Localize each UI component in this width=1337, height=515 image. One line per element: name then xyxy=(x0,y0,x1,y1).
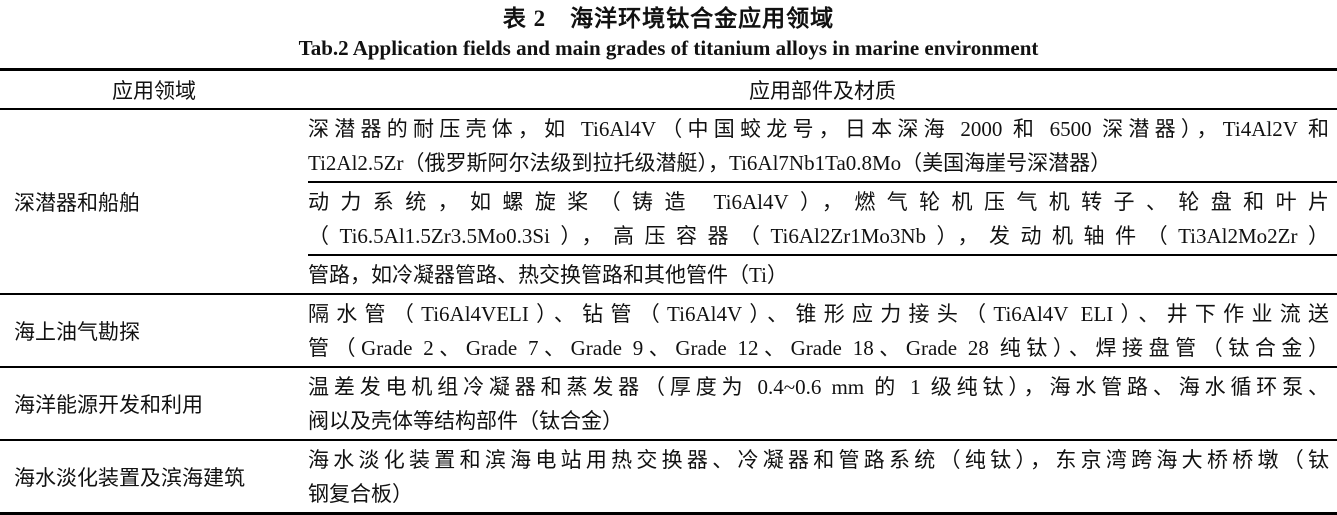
content-cell: 温差发电机组冷凝器和蒸发器（厚度为 0.4~0.6 mm 的 1 级纯钛），海水… xyxy=(308,368,1337,439)
content-segment: 隔水管（Ti6Al4VELI）、钻管（Ti6Al4V）、锥形应力接头（Ti6Al… xyxy=(308,295,1337,366)
content-cell: 海水淡化装置和滨海电站用热交换器、冷凝器和管路系统（纯钛），东京湾跨海大桥桥墩（… xyxy=(308,441,1337,512)
content-cell: 隔水管（Ti6Al4VELI）、钻管（Ti6Al4V）、锥形应力接头（Ti6Al… xyxy=(308,295,1337,366)
application-fields-table: 应用领域 应用部件及材质 深潜器和船舶 深潜器的耐压壳体，如 Ti6Al4V（中… xyxy=(0,68,1337,515)
content-line: 阀以及壳体等结构部件（钛合金） xyxy=(308,409,623,433)
content-line: 温差发电机组冷凝器和蒸发器（厚度为 0.4~0.6 mm 的 1 级纯钛），海水… xyxy=(308,375,1329,399)
content-segment: 管路，如冷凝器管路、热交换管路和其他管件（Ti） xyxy=(308,254,1337,293)
table-title-english: Tab.2 Application fields and main grades… xyxy=(298,36,1039,60)
table-row: 海上油气勘探 隔水管（Ti6Al4VELI）、钻管（Ti6Al4V）、锥形应力接… xyxy=(0,293,1337,366)
content-cell: 深潜器的耐压壳体，如 Ti6Al4V（中国蛟龙号，日本深海 2000 和 650… xyxy=(308,110,1337,293)
table-row: 深潜器和船舶 深潜器的耐压壳体，如 Ti6Al4V（中国蛟龙号，日本深海 200… xyxy=(0,110,1337,293)
content-segment: 海水淡化装置和滨海电站用热交换器、冷凝器和管路系统（纯钛），东京湾跨海大桥桥墩（… xyxy=(308,441,1337,512)
content-segment: 动力系统，如螺旋桨（铸造 Ti6Al4V），燃气轮机压气机转子、轮盘和叶片 （T… xyxy=(308,181,1337,254)
table-row: 海水淡化装置及滨海建筑 海水淡化装置和滨海电站用热交换器、冷凝器和管路系统（纯钛… xyxy=(0,439,1337,512)
content-line: 隔水管（Ti6Al4VELI）、钻管（Ti6Al4V）、锥形应力接头（Ti6Al… xyxy=(308,302,1329,326)
column-header-parts-materials: 应用部件及材质 xyxy=(749,78,896,103)
field-cell: 海上油气勘探 xyxy=(14,319,140,344)
content-segment: 深潜器的耐压壳体，如 Ti6Al4V（中国蛟龙号，日本深海 2000 和 650… xyxy=(308,110,1337,181)
content-line: 钢复合板） xyxy=(308,482,413,506)
content-segment: 温差发电机组冷凝器和蒸发器（厚度为 0.4~0.6 mm 的 1 级纯钛），海水… xyxy=(308,368,1337,439)
column-header-application-field: 应用领域 xyxy=(112,78,196,103)
field-cell: 海洋能源开发和利用 xyxy=(14,392,203,417)
table-title-chinese: 表 2 海洋环境钛合金应用领域 xyxy=(502,6,835,31)
table-header-row: 应用领域 应用部件及材质 xyxy=(0,71,1337,110)
field-cell: 深潜器和船舶 xyxy=(14,190,140,215)
content-line: （Ti6.5Al1.5Zr3.5Mo0.3Si），高压容器（Ti6Al2Zr1M… xyxy=(308,224,1329,248)
content-line: 管路，如冷凝器管路、热交换管路和其他管件（Ti） xyxy=(308,263,788,287)
content-line: 深潜器的耐压壳体，如 Ti6Al4V（中国蛟龙号，日本深海 2000 和 650… xyxy=(308,117,1329,141)
table-row: 海洋能源开发和利用 温差发电机组冷凝器和蒸发器（厚度为 0.4~0.6 mm 的… xyxy=(0,366,1337,439)
content-line: 动力系统，如螺旋桨（铸造 Ti6Al4V），燃气轮机压气机转子、轮盘和叶片 xyxy=(308,190,1329,214)
field-cell: 海水淡化装置及滨海建筑 xyxy=(14,465,245,490)
content-line: Ti2Al2.5Zr（俄罗斯阿尔法级到拉托级潜艇），Ti6Al7Nb1Ta0.8… xyxy=(308,151,1112,175)
content-line: 管（Grade 2、Grade 7、Grade 9、Grade 12、Grade… xyxy=(308,336,1329,360)
content-line: 海水淡化装置和滨海电站用热交换器、冷凝器和管路系统（纯钛），东京湾跨海大桥桥墩（… xyxy=(308,448,1329,472)
